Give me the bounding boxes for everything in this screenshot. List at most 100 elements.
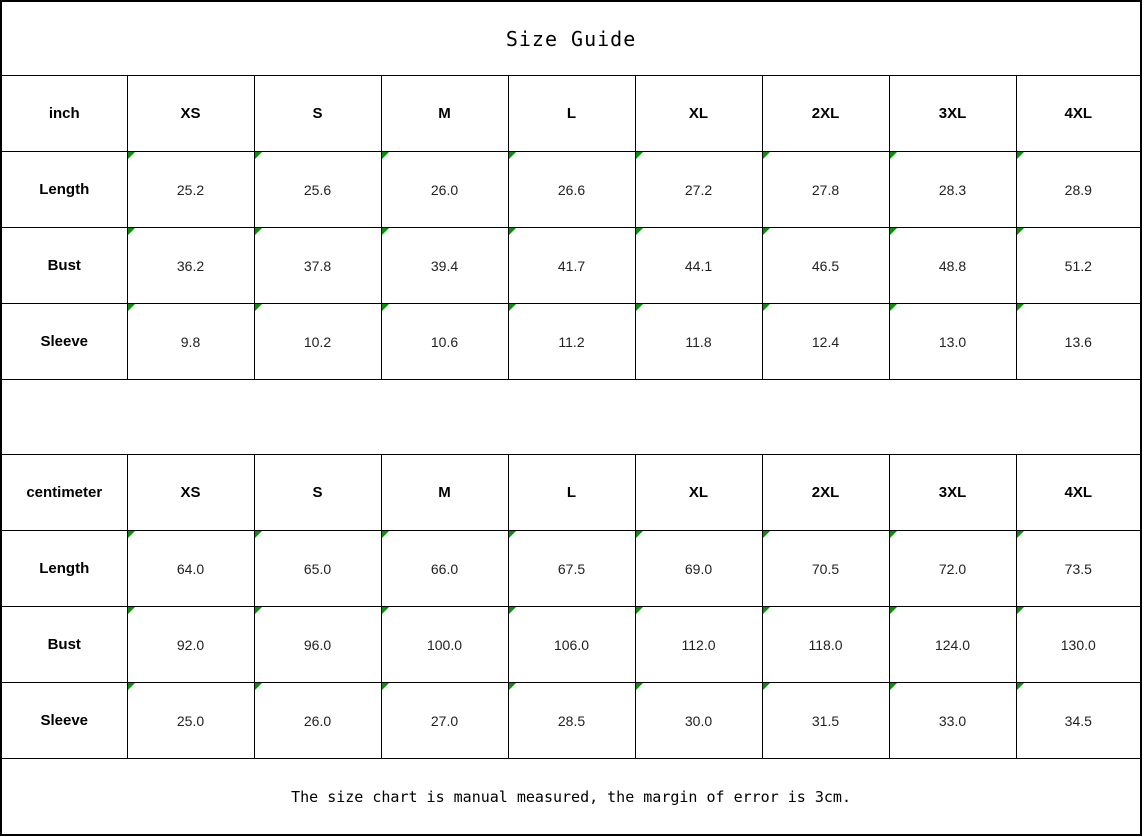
size-value: 46.5 (811, 257, 840, 274)
spacer-cell (0, 379, 1142, 455)
size-value: 33.0 (938, 712, 967, 729)
flag-triangle-icon (128, 304, 135, 311)
size-value: 67.5 (557, 560, 586, 577)
size-value: 73.5 (1064, 560, 1092, 577)
cm-sleeve-row: Sleeve 25.0 26.0 27.0 28.5 30.0 31.5 33.… (0, 682, 1142, 759)
size-value-cell: 34.5 (1015, 682, 1142, 759)
size-value-cell: 124.0 (888, 606, 1017, 683)
size-value: 12.4 (811, 333, 840, 350)
size-value-cell: 11.2 (507, 303, 636, 380)
size-value: 41.7 (557, 257, 586, 274)
flag-triangle-icon (636, 607, 643, 614)
flag-triangle-icon (509, 228, 516, 235)
unit-header-centimeter: centimeter (0, 454, 128, 531)
flag-triangle-icon (636, 531, 643, 538)
size-value-cell: 27.8 (761, 151, 890, 228)
flag-triangle-icon (509, 152, 516, 159)
size-value: 31.5 (811, 712, 840, 729)
size-value: 9.8 (180, 333, 201, 350)
size-value-cell: 72.0 (888, 530, 1017, 607)
size-value: 70.5 (811, 560, 840, 577)
flag-triangle-icon (128, 228, 135, 235)
flag-triangle-icon (890, 683, 897, 690)
size-value-cell: 66.0 (380, 530, 509, 607)
size-header-m: M (380, 454, 509, 531)
size-value-cell: 65.0 (253, 530, 382, 607)
size-value: 96.0 (303, 636, 332, 653)
cm-bust-row: Bust 92.0 96.0 100.0 106.0 112.0 118.0 1… (0, 606, 1142, 683)
flag-triangle-icon (382, 607, 389, 614)
size-value-cell: 67.5 (507, 530, 636, 607)
size-value-cell: 10.2 (253, 303, 382, 380)
flag-triangle-icon (890, 607, 897, 614)
size-value: 28.9 (1064, 181, 1092, 198)
size-value: 64.0 (176, 560, 205, 577)
flag-triangle-icon (763, 304, 770, 311)
unit-header-inch: inch (0, 75, 128, 152)
size-value-cell: 28.9 (1015, 151, 1142, 228)
cm-header-row: centimeter XS S M L XL 2XL 3XL 4XL (0, 454, 1142, 531)
size-value-cell: 28.3 (888, 151, 1017, 228)
size-value-cell: 9.8 (126, 303, 255, 380)
size-value: 130.0 (1060, 636, 1096, 653)
size-value: 27.0 (430, 712, 459, 729)
inch-sleeve-row: Sleeve 9.8 10.2 10.6 11.2 11.8 12.4 13.0… (0, 303, 1142, 380)
flag-triangle-icon (382, 304, 389, 311)
size-value-cell: 27.2 (634, 151, 763, 228)
flag-triangle-icon (382, 683, 389, 690)
spacer-row (0, 379, 1142, 455)
size-value: 27.2 (684, 181, 713, 198)
size-header-xl: XL (634, 454, 763, 531)
size-header-xl: XL (634, 75, 763, 152)
size-value-cell: 69.0 (634, 530, 763, 607)
size-value-cell: 46.5 (761, 227, 890, 304)
inch-bust-row: Bust 36.2 37.8 39.4 41.7 44.1 46.5 48.8 … (0, 227, 1142, 304)
flag-triangle-icon (382, 228, 389, 235)
inch-length-row: Length 25.2 25.6 26.0 26.6 27.2 27.8 28.… (0, 151, 1142, 228)
flag-triangle-icon (255, 683, 262, 690)
size-header-s: S (253, 454, 382, 531)
size-value: 37.8 (303, 257, 332, 274)
size-value: 36.2 (176, 257, 205, 274)
flag-triangle-icon (890, 531, 897, 538)
size-value: 100.0 (426, 636, 463, 653)
size-value: 25.0 (176, 712, 205, 729)
size-value: 11.8 (685, 333, 712, 350)
size-value-cell: 26.0 (380, 151, 509, 228)
flag-triangle-icon (509, 683, 516, 690)
flag-triangle-icon (890, 228, 897, 235)
size-header-m: M (380, 75, 509, 152)
flag-triangle-icon (1017, 531, 1024, 538)
size-value-cell: 96.0 (253, 606, 382, 683)
size-value: 28.3 (938, 181, 967, 198)
size-value-cell: 27.0 (380, 682, 509, 759)
size-value-cell: 36.2 (126, 227, 255, 304)
size-value-cell: 92.0 (126, 606, 255, 683)
size-value-cell: 28.5 (507, 682, 636, 759)
size-value-cell: 73.5 (1015, 530, 1142, 607)
size-value-cell: 10.6 (380, 303, 509, 380)
size-value: 69.0 (684, 560, 713, 577)
flag-triangle-icon (255, 152, 262, 159)
size-header-2xl: 2XL (761, 75, 890, 152)
size-value: 11.2 (558, 333, 585, 350)
flag-triangle-icon (128, 531, 135, 538)
flag-triangle-icon (1017, 152, 1024, 159)
size-header-xs: XS (126, 454, 255, 531)
flag-triangle-icon (1017, 228, 1024, 235)
size-value: 13.0 (938, 333, 967, 350)
size-value-cell: 130.0 (1015, 606, 1142, 683)
flag-triangle-icon (890, 304, 897, 311)
size-value-cell: 48.8 (888, 227, 1017, 304)
footer-row: The size chart is manual measured, the m… (0, 758, 1142, 836)
flag-triangle-icon (1017, 683, 1024, 690)
footer-note: The size chart is manual measured, the m… (0, 758, 1142, 836)
size-value: 118.0 (808, 636, 843, 653)
flag-triangle-icon (255, 531, 262, 538)
row-label-bust: Bust (0, 227, 128, 304)
inch-header-row: inch XS S M L XL 2XL 3XL 4XL (0, 75, 1142, 152)
size-header-2xl: 2XL (761, 454, 890, 531)
size-value-cell: 70.5 (761, 530, 890, 607)
size-value: 13.6 (1064, 333, 1092, 350)
